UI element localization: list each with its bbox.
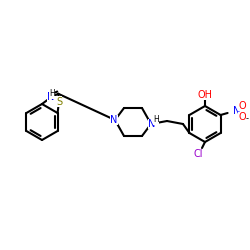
Text: O: O: [239, 101, 246, 111]
Text: S: S: [56, 97, 62, 107]
Text: N: N: [110, 115, 118, 125]
Text: N: N: [148, 119, 156, 129]
Text: H: H: [49, 89, 55, 98]
Text: -: -: [246, 114, 249, 124]
Text: O: O: [239, 112, 246, 122]
Text: H: H: [153, 116, 159, 124]
Text: OH: OH: [198, 90, 212, 100]
Text: N: N: [48, 92, 55, 102]
Text: N: N: [233, 106, 240, 116]
Text: Cl: Cl: [193, 149, 203, 159]
